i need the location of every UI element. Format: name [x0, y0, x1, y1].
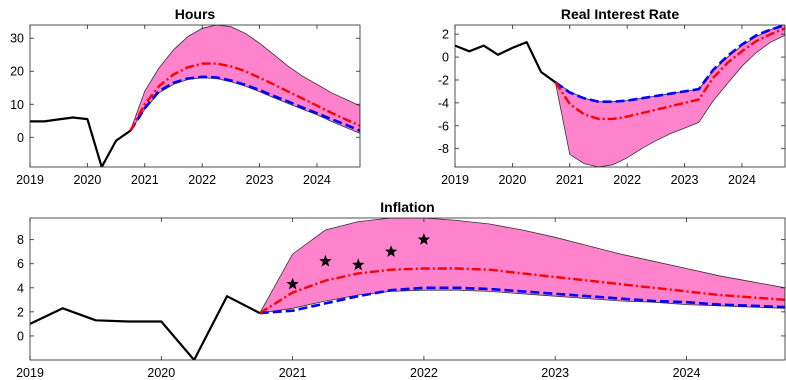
y-tick-label: 0	[17, 131, 24, 145]
chart-real-interest-rate: 2019 2020 2021 2022 2023 2024 2 0 -2 -4 -6 -8 Real I…	[438, 6, 786, 187]
median-line	[259, 267, 785, 315]
y-tick-label: 4	[17, 281, 24, 295]
y-tick-label: 6	[17, 257, 24, 271]
x-tick-label: 2021	[279, 366, 307, 380]
x-tick-label: 2021	[556, 173, 584, 187]
star-marker	[384, 245, 398, 257]
chart-title: Hours	[175, 6, 216, 22]
confidence-band	[259, 218, 785, 314]
median-line	[554, 27, 785, 121]
star-marker	[417, 233, 431, 245]
y-tick-label: 2	[17, 305, 24, 319]
x-tick-label: 2023	[541, 366, 569, 380]
x-tick-label: 2019	[16, 366, 44, 380]
y-tick-label: 8	[17, 233, 24, 247]
chart-title: Inflation	[380, 199, 434, 215]
chart-title: Real Interest Rate	[561, 6, 679, 22]
counterfactual-line	[259, 286, 785, 315]
counterfactual-line	[129, 75, 360, 132]
y-tick-label: 30	[10, 32, 24, 46]
x-tick-label: 2019	[16, 173, 44, 187]
plot-area	[455, 25, 785, 167]
x-tick-label: 2020	[498, 173, 526, 187]
star-marker	[319, 254, 332, 267]
history-line	[455, 41, 557, 84]
axes-frame	[29, 217, 786, 361]
star-marker	[286, 277, 299, 290]
x-tick-label: 2023	[671, 173, 699, 187]
y-tick-label: -4	[438, 96, 449, 110]
history-line	[30, 116, 132, 167]
y-tick-label: 0	[17, 329, 24, 343]
x-tick-label: 2022	[613, 173, 641, 187]
x-tick-label: 2022	[188, 173, 216, 187]
x-tick-label: 2021	[131, 173, 159, 187]
confidence-band	[554, 25, 785, 167]
axes-frame	[29, 24, 361, 168]
y-tick-label: -8	[438, 142, 449, 156]
star-marker	[352, 258, 365, 271]
y-tick-label: 2	[442, 28, 449, 42]
plot-area	[30, 25, 360, 167]
counterfactual-line	[554, 25, 785, 103]
chart-hours: 2019 2020 2021 2022 2023 2024 0 10 20 30 Hours	[10, 6, 361, 187]
x-tick-label: 2019	[441, 173, 469, 187]
y-tick-label: 10	[10, 98, 24, 112]
x-tick-label: 2024	[303, 173, 331, 187]
y-tick-label: -6	[438, 119, 449, 133]
y-tick-label: 20	[10, 65, 24, 79]
x-tick-label: 2023	[246, 173, 274, 187]
x-tick-label: 2020	[73, 173, 101, 187]
y-tick-label: -2	[438, 73, 449, 87]
history-line	[30, 295, 261, 360]
x-tick-label: 2020	[147, 366, 175, 380]
chart-inflation: 2019 2020 2021 2022 2023 2024 0 2 4 6 8 Inflation	[16, 199, 786, 380]
x-tick-label: 2024	[673, 366, 701, 380]
plot-area	[30, 218, 785, 360]
axes-frame	[454, 24, 786, 168]
x-tick-label: 2022	[410, 366, 438, 380]
y-tick-label: 0	[442, 51, 449, 65]
x-tick-label: 2024	[728, 173, 756, 187]
